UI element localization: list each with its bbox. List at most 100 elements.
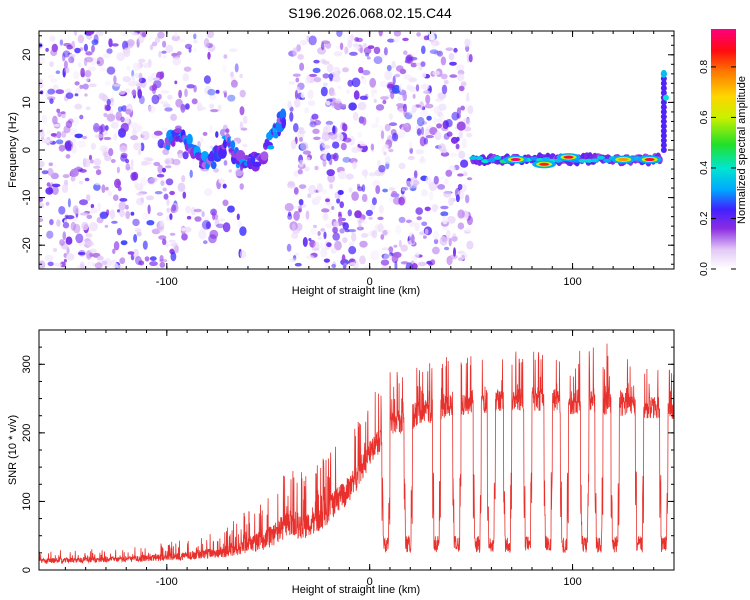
noise-cell bbox=[104, 151, 109, 157]
noise-cell bbox=[93, 123, 100, 133]
noise-cell bbox=[163, 188, 167, 192]
noise-cell bbox=[145, 256, 150, 261]
noise-cell bbox=[186, 84, 194, 88]
noise-cell bbox=[399, 83, 403, 92]
noise-cell bbox=[323, 160, 327, 167]
noise-cell bbox=[398, 197, 405, 206]
noise-cell bbox=[218, 178, 224, 183]
noise-cell bbox=[73, 117, 79, 126]
noise-cell bbox=[53, 263, 62, 267]
noise-cell bbox=[444, 178, 448, 185]
noise-cell bbox=[420, 110, 428, 117]
noise-cell bbox=[457, 173, 464, 176]
noise-cell bbox=[222, 200, 228, 207]
noise-cell bbox=[190, 170, 193, 178]
noise-cell bbox=[227, 95, 235, 102]
noise-cell bbox=[113, 133, 117, 140]
noise-cell bbox=[323, 83, 328, 87]
noise-cell bbox=[308, 185, 316, 194]
noise-cell bbox=[464, 228, 472, 232]
noise-cell bbox=[102, 261, 108, 266]
noise-cell bbox=[440, 206, 448, 209]
noise-cell bbox=[384, 71, 392, 81]
noise-cell bbox=[125, 117, 130, 124]
noise-cell bbox=[305, 157, 310, 161]
noise-cell bbox=[64, 125, 71, 133]
spectrogram-xlabel: Height of straight line (km) bbox=[292, 285, 420, 297]
noise-cell bbox=[421, 156, 425, 163]
noise-cell bbox=[432, 42, 435, 49]
noise-cell bbox=[426, 135, 434, 138]
noise-cell bbox=[128, 251, 135, 255]
noise-cell bbox=[78, 62, 82, 67]
line-peak bbox=[645, 158, 655, 161]
noise-cell bbox=[152, 95, 160, 105]
noise-cell bbox=[299, 63, 304, 71]
noise-cell bbox=[446, 238, 450, 241]
noise-cell bbox=[240, 183, 244, 190]
noise-cell bbox=[409, 86, 416, 93]
colorbar-gradient bbox=[711, 29, 736, 269]
y-tick-label: 0 bbox=[21, 147, 33, 153]
noise-cell bbox=[98, 203, 101, 212]
noise-cell bbox=[80, 68, 85, 77]
noise-cell bbox=[143, 241, 148, 250]
noise-cell bbox=[102, 53, 111, 59]
noise-cell bbox=[174, 81, 177, 85]
noise-cell bbox=[71, 144, 77, 153]
noise-cell bbox=[173, 57, 181, 66]
noise-cell bbox=[240, 250, 246, 258]
noise-cell bbox=[63, 222, 69, 228]
noise-cell bbox=[86, 106, 91, 110]
noise-cell bbox=[148, 205, 151, 215]
noise-cell bbox=[75, 88, 81, 93]
noise-cell bbox=[424, 138, 428, 145]
noise-cell bbox=[289, 81, 296, 85]
noise-cell bbox=[458, 151, 465, 159]
noise-cell bbox=[56, 70, 61, 74]
noise-cell bbox=[204, 188, 213, 196]
noise-cell bbox=[317, 183, 323, 193]
noise-cell bbox=[421, 46, 426, 55]
noise-cell bbox=[338, 212, 341, 216]
noise-cell bbox=[42, 170, 49, 174]
noise-cell bbox=[354, 45, 360, 49]
noise-cell bbox=[160, 71, 164, 79]
noise-cell bbox=[64, 60, 68, 68]
noise-cell bbox=[164, 194, 169, 200]
noise-cell bbox=[285, 203, 294, 211]
noise-cell bbox=[412, 105, 417, 113]
noise-cell bbox=[180, 104, 185, 113]
noise-cell bbox=[323, 73, 330, 78]
noise-cell bbox=[312, 129, 319, 134]
noise-cell bbox=[118, 202, 126, 211]
noise-cell bbox=[372, 230, 378, 238]
noise-cell bbox=[135, 256, 142, 265]
spectrogram-panel: -100 0 100-20-1001020 Height of straight l… bbox=[7, 27, 674, 298]
noise-cell bbox=[371, 123, 379, 128]
noise-cell bbox=[63, 231, 67, 240]
noise-cell bbox=[442, 216, 448, 225]
noise-cell bbox=[432, 204, 438, 213]
colorbar-tick-label: 0.6 bbox=[699, 110, 710, 124]
noise-cell bbox=[342, 237, 347, 243]
noise-cell bbox=[417, 117, 425, 126]
noise-cell bbox=[93, 166, 100, 169]
noise-cell bbox=[306, 255, 314, 259]
noise-cell bbox=[194, 209, 202, 213]
noise-cell bbox=[37, 197, 43, 202]
noise-cell bbox=[169, 213, 172, 220]
noise-cell bbox=[45, 48, 49, 52]
noise-cell bbox=[426, 176, 431, 185]
noise-cell bbox=[79, 115, 83, 120]
noise-cell bbox=[112, 43, 119, 46]
noise-cell bbox=[299, 199, 304, 205]
noise-cell bbox=[108, 38, 112, 47]
noise-cell bbox=[227, 206, 235, 213]
noise-cell bbox=[369, 172, 377, 176]
noise-cell bbox=[395, 225, 401, 235]
noise-cell bbox=[125, 211, 130, 219]
noise-cell bbox=[222, 65, 226, 73]
noise-cell bbox=[329, 184, 333, 190]
noise-cell bbox=[155, 265, 159, 268]
